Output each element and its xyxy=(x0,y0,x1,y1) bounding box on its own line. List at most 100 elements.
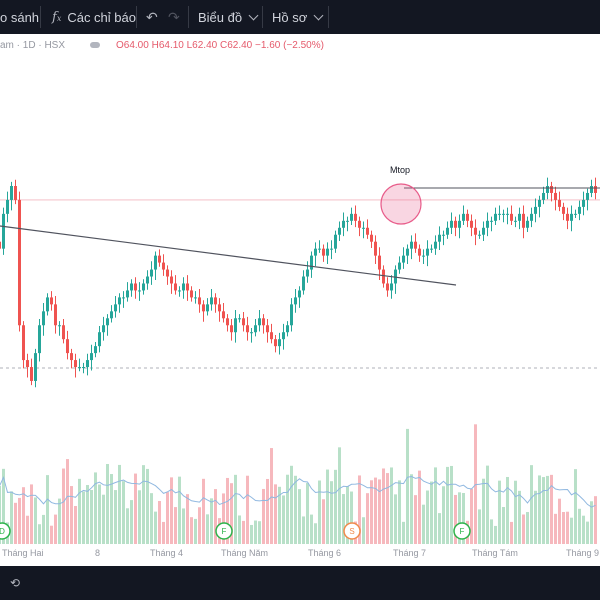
volume-bar xyxy=(18,497,21,544)
volume-bar xyxy=(470,488,473,544)
volume-bar xyxy=(210,498,213,544)
volume-bar xyxy=(462,492,465,544)
candle-body xyxy=(398,262,401,270)
volume-bar xyxy=(86,485,89,544)
volume-bar xyxy=(82,491,85,544)
candle-body xyxy=(110,311,113,319)
volume-bar xyxy=(498,480,501,544)
replay-icon[interactable]: ⟲ xyxy=(10,576,21,590)
volume-bar xyxy=(278,486,281,544)
volume-bar xyxy=(206,514,209,544)
candle-body xyxy=(358,220,361,228)
volume-bar xyxy=(30,484,33,544)
volume-bar xyxy=(546,475,549,544)
candle-body xyxy=(26,360,29,368)
time-axis-label: Tháng 6 xyxy=(308,548,342,558)
candle-body xyxy=(314,248,317,256)
candle-body xyxy=(98,332,101,347)
volume-bar xyxy=(222,493,225,544)
volume-bar xyxy=(238,515,241,544)
candle-body xyxy=(134,283,137,291)
candle-body xyxy=(30,367,33,381)
volume-bar xyxy=(194,518,197,544)
volume-bar xyxy=(74,505,77,544)
toolbar-divider xyxy=(328,6,329,28)
candle-body xyxy=(162,262,165,270)
candle-body xyxy=(434,241,437,249)
candle-body xyxy=(290,304,293,326)
volume-bar xyxy=(190,517,193,544)
fx-icon: fx xyxy=(52,9,62,25)
volume-bar xyxy=(394,494,397,544)
candle-body xyxy=(490,220,493,222)
volume-bar xyxy=(406,428,409,544)
candle-body xyxy=(82,367,85,369)
volume-bar xyxy=(526,512,529,544)
volume-bar xyxy=(158,500,161,544)
candle-body xyxy=(550,186,553,193)
candle-body xyxy=(414,241,417,249)
candle-body xyxy=(174,283,177,291)
candle-body xyxy=(554,192,557,200)
volume-bar xyxy=(398,480,401,544)
eye-icon[interactable] xyxy=(90,42,100,48)
candle-body xyxy=(170,276,173,284)
candle-body xyxy=(426,248,429,256)
candle-body xyxy=(462,213,465,221)
volume-bar xyxy=(46,475,49,544)
volume-bar xyxy=(138,490,141,544)
volume-bar xyxy=(426,490,429,544)
volume-bar xyxy=(390,467,393,544)
volume-bar xyxy=(254,520,257,544)
volume-bar xyxy=(534,490,537,544)
descending-trendline xyxy=(0,225,457,286)
volume-bar xyxy=(350,491,353,544)
volume-bar xyxy=(294,475,297,544)
volume-bar xyxy=(70,486,73,544)
candle-body xyxy=(470,220,473,228)
undo-button[interactable]: ↶ xyxy=(146,0,158,34)
candle-body xyxy=(238,318,241,320)
volume-bar xyxy=(374,477,377,544)
candle-body xyxy=(370,234,373,242)
candle-body xyxy=(194,297,197,299)
profile-dropdown[interactable]: Hồ sơ xyxy=(272,0,324,34)
candle-body xyxy=(58,325,61,327)
volume-bar xyxy=(334,469,337,544)
volume-bar xyxy=(0,486,1,544)
volume-bar xyxy=(270,448,273,544)
redo-button[interactable]: ↷ xyxy=(168,0,180,34)
volume-bar xyxy=(78,478,81,544)
volume-bar xyxy=(502,507,505,544)
candle-body xyxy=(258,318,261,326)
volume-bar xyxy=(230,483,233,544)
indicators-button[interactable]: fx Các chỉ báo xyxy=(52,0,136,34)
volume-bar xyxy=(494,525,497,544)
volume-bar xyxy=(510,521,513,544)
volume-bar xyxy=(322,499,325,544)
candle-body xyxy=(322,248,325,256)
candle-body xyxy=(418,248,421,256)
candle-body xyxy=(278,339,281,347)
volume-bar xyxy=(58,498,61,544)
volume-bar xyxy=(106,464,109,544)
volume-bar xyxy=(226,477,229,544)
volume-bar xyxy=(94,472,97,544)
symbol-label: am · 1D · HSX xyxy=(0,40,66,51)
volume-bar xyxy=(62,468,65,544)
candle-body xyxy=(178,290,181,292)
candle-body xyxy=(274,339,277,347)
candle-body xyxy=(102,325,105,333)
volume-ma-line xyxy=(0,475,596,508)
volume-bar xyxy=(450,465,453,544)
volume-bar xyxy=(134,473,137,544)
chart-type-dropdown[interactable]: Biểu đồ xyxy=(198,0,259,34)
candle-body xyxy=(566,213,569,221)
volume-bar xyxy=(142,465,145,544)
candle-body xyxy=(582,199,585,207)
compare-button[interactable]: o sánh xyxy=(0,0,39,34)
candle-body xyxy=(138,290,141,292)
volume-bar xyxy=(318,480,321,544)
candle-body xyxy=(146,276,149,284)
